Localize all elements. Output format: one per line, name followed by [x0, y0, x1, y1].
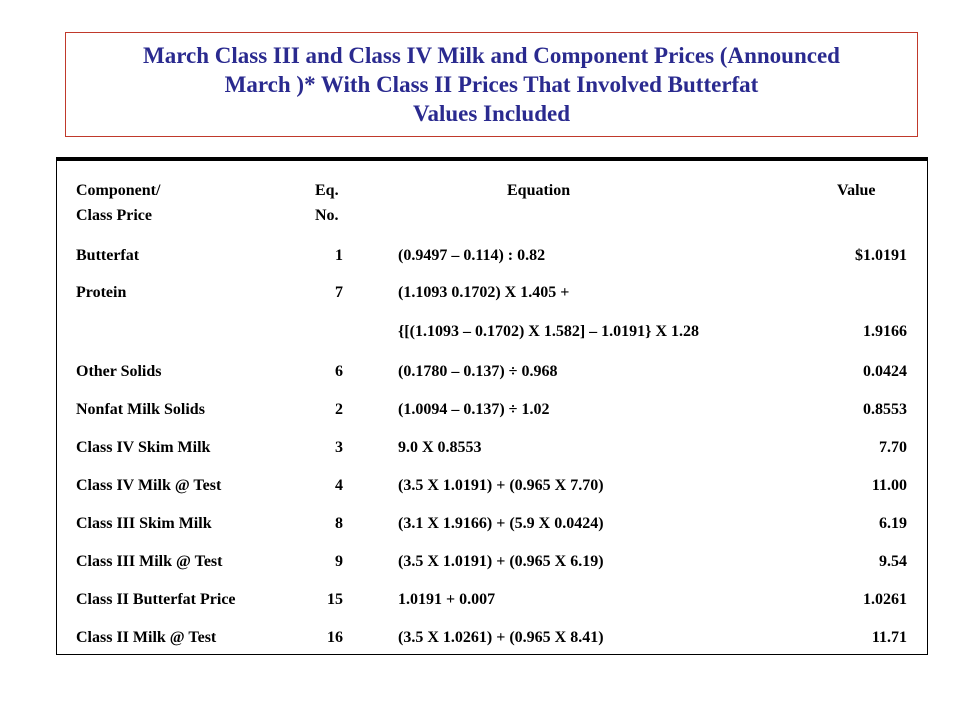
- row-equation: (0.9497 – 0.114) : 0.82: [398, 247, 546, 264]
- row-value: 7.70: [879, 439, 907, 456]
- row-value: 0.0424: [863, 363, 907, 380]
- row-eq: 9: [335, 553, 343, 570]
- header-eq-1: Eq.: [315, 182, 339, 199]
- row-value: 11.71: [871, 629, 907, 646]
- row-component: Class IV Milk @ Test: [76, 477, 222, 494]
- header-component-1: Component/: [76, 182, 161, 199]
- row-value: 1.9166: [863, 323, 907, 340]
- row-equation: (3.5 X 1.0191) + (0.965 X 6.19): [398, 553, 604, 570]
- header-equation: Equation: [507, 182, 571, 199]
- title-line-3: Values Included: [412, 101, 570, 126]
- row-eq: 2: [335, 401, 343, 418]
- row-equation: (3.5 X 1.0191) + (0.965 X 7.70): [398, 477, 604, 494]
- row-component: Other Solids: [76, 363, 162, 380]
- row-value: 1.0261: [863, 591, 907, 608]
- row-equation: (1.0094 – 0.137) ÷ 1.02: [398, 401, 550, 418]
- row-eq: 16: [327, 629, 343, 646]
- title-line-1: March Class III and Class IV Milk and Co…: [143, 43, 840, 68]
- row-value: 6.19: [879, 515, 907, 532]
- row-eq: 6: [335, 363, 343, 380]
- row-equation: (1.1093 0.1702) X 1.405 +: [398, 284, 570, 301]
- row-eq: 3: [335, 439, 343, 456]
- row-component: Class II Butterfat Price: [76, 591, 236, 608]
- title-line-2: March )* With Class II Prices That Invol…: [224, 72, 759, 97]
- row-equation: {[(1.1093 – 0.1702) X 1.582] – 1.0191} X…: [398, 323, 700, 340]
- row-component: Class IV Skim Milk: [76, 439, 211, 456]
- row-equation: 9.0 X 0.8553: [398, 439, 482, 456]
- row-eq: 8: [335, 515, 343, 532]
- row-component: Class III Milk @ Test: [76, 553, 223, 570]
- row-component: Butterfat: [76, 247, 140, 264]
- header-value: Value: [837, 182, 876, 199]
- row-value: 9.54: [879, 553, 907, 570]
- row-equation: (3.1 X 1.9166) + (5.9 X 0.0424): [398, 515, 604, 532]
- row-eq: 15: [327, 591, 343, 608]
- row-component: Nonfat Milk Solids: [76, 401, 205, 418]
- row-component: Class II Milk @ Test: [76, 629, 217, 646]
- row-equation: 1.0191 + 0.007: [398, 591, 496, 608]
- row-component: Class III Skim Milk: [76, 515, 212, 532]
- title-box: March Class III and Class IV Milk and Co…: [65, 32, 918, 137]
- row-eq: 1: [335, 247, 343, 264]
- row-value: 11.00: [871, 477, 907, 494]
- header-eq-2: No.: [315, 207, 339, 224]
- row-component: Protein: [76, 284, 127, 301]
- row-eq: 7: [335, 284, 343, 301]
- row-value: 0.8553: [863, 401, 907, 418]
- header-component-2: Class Price: [76, 207, 152, 224]
- price-table: Component/ Class Price Eq. No. Equation …: [56, 157, 928, 655]
- row-equation: (0.1780 – 0.137) ÷ 0.968: [398, 363, 558, 380]
- row-value: $1.0191: [855, 247, 907, 264]
- row-equation: (3.5 X 1.0261) + (0.965 X 8.41): [398, 629, 604, 646]
- row-eq: 4: [335, 477, 343, 494]
